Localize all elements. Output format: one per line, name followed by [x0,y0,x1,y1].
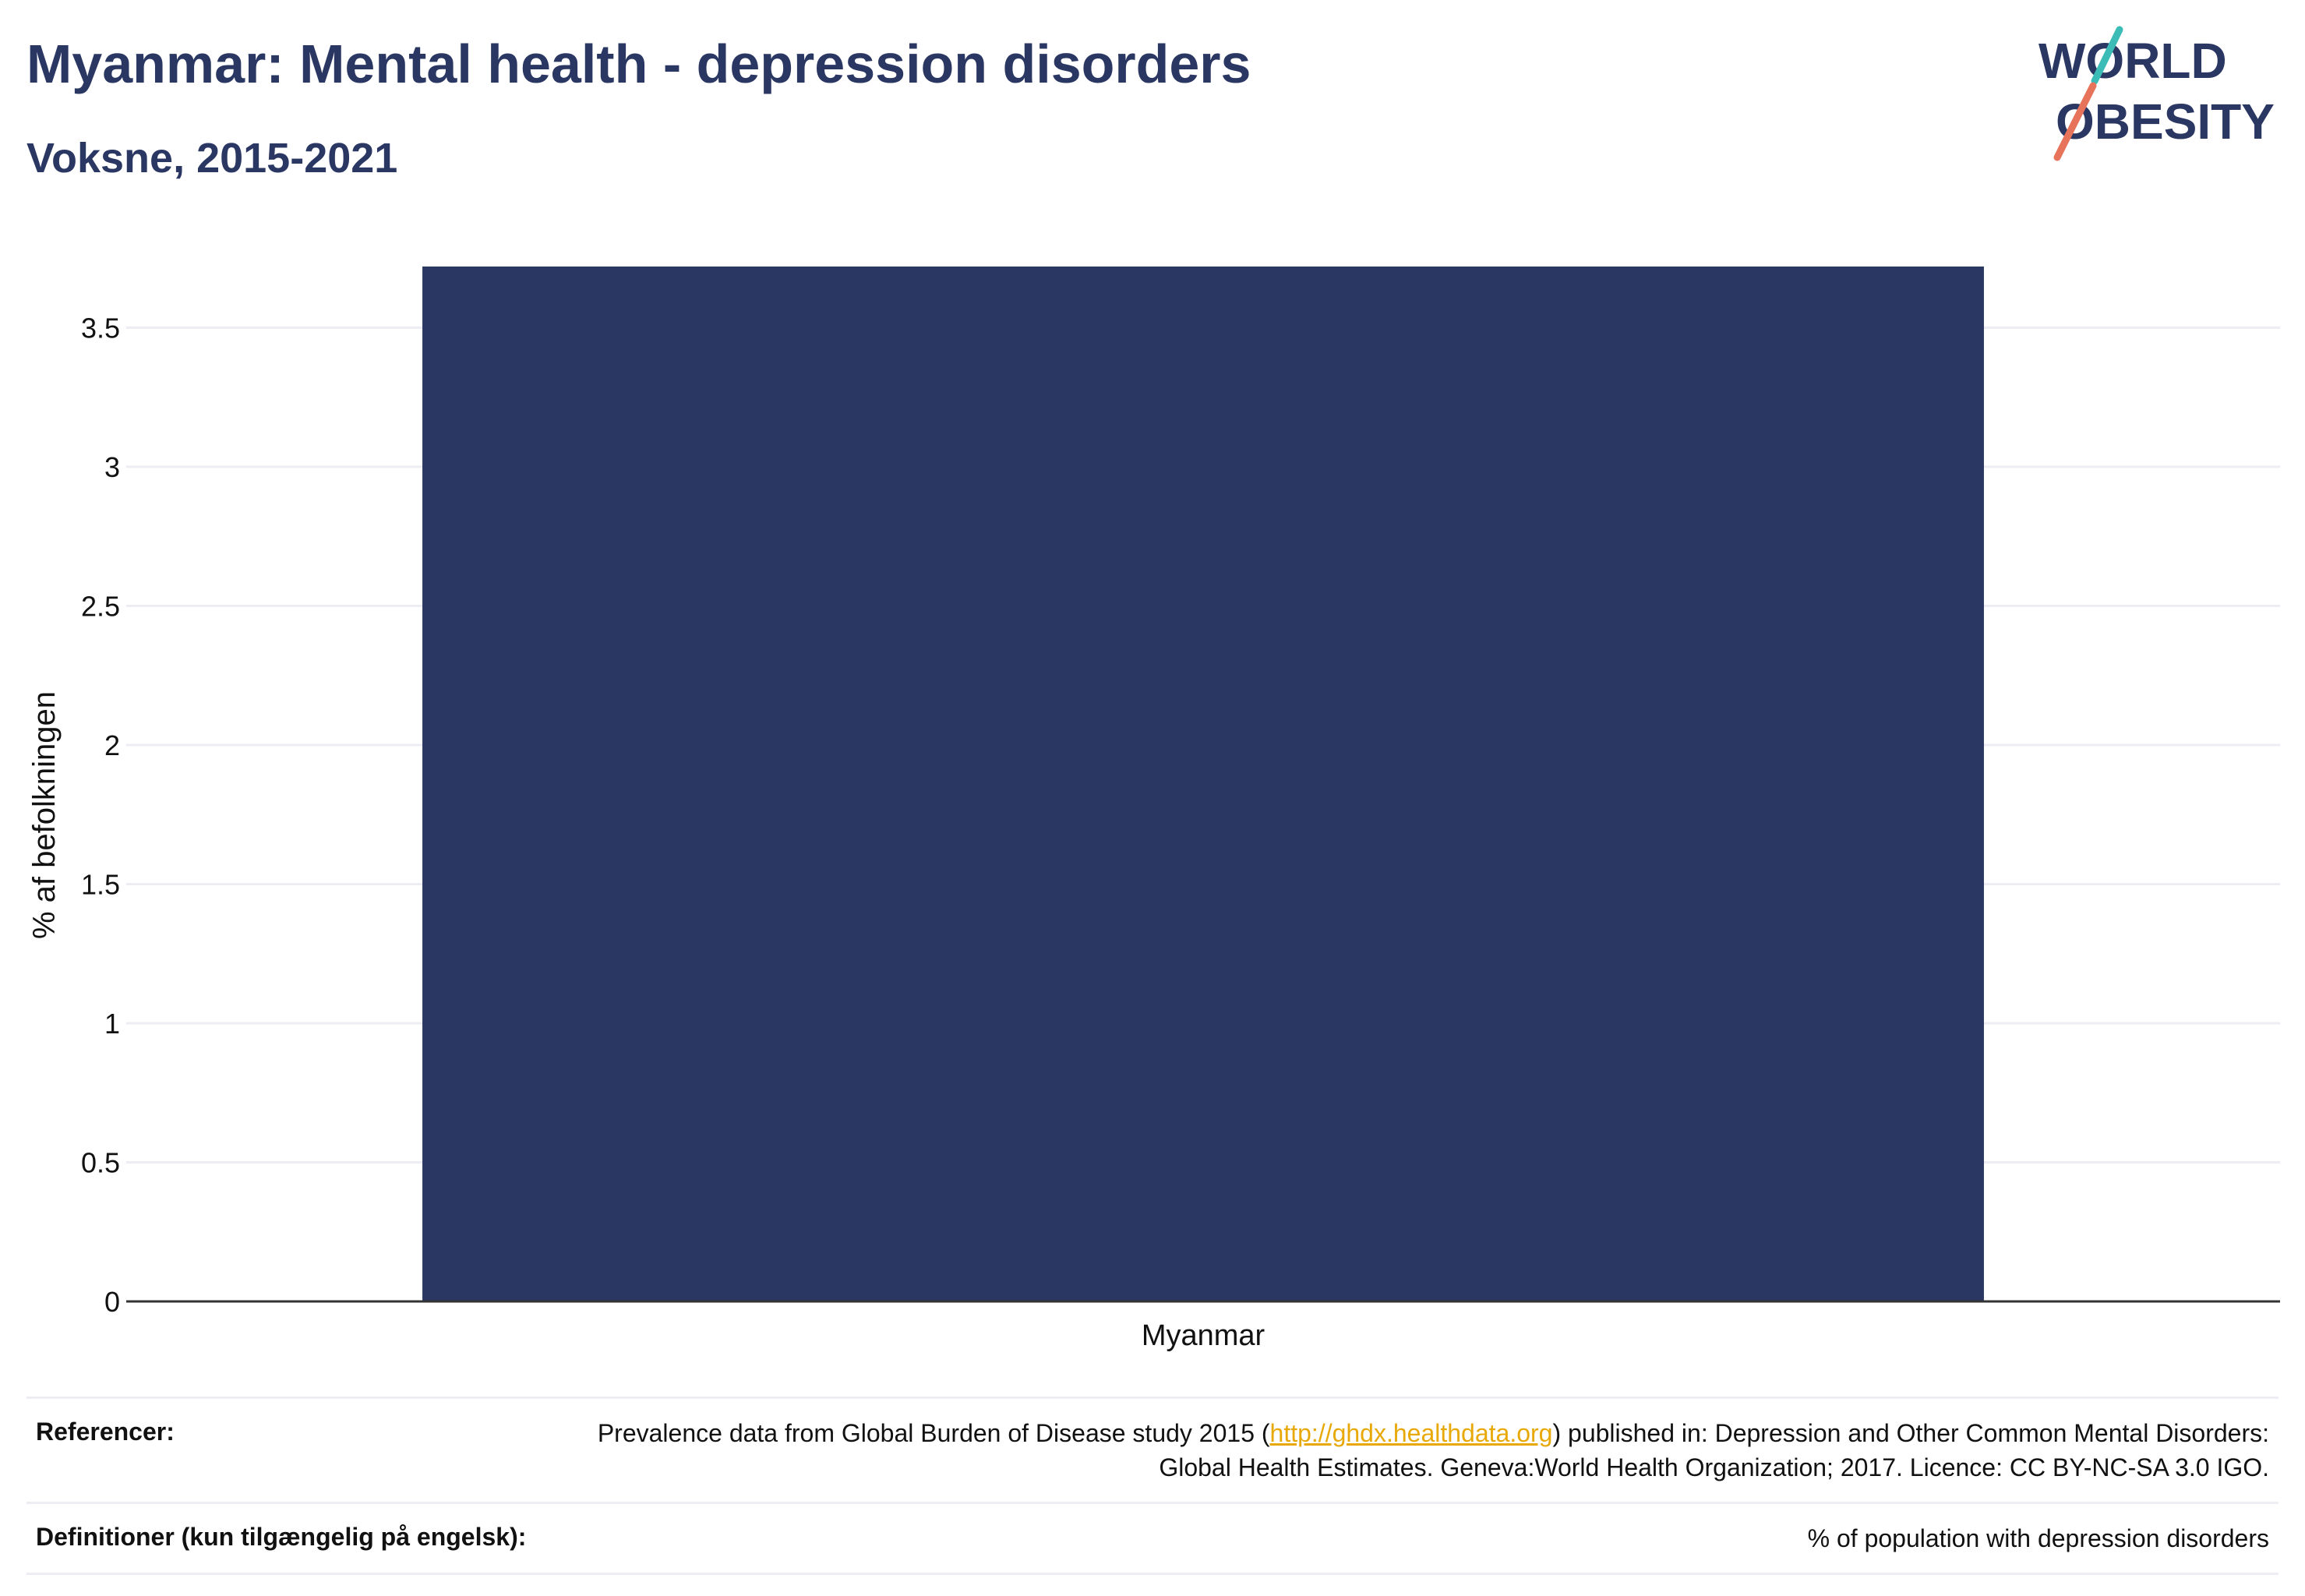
logo-text-world: WORLD [2038,33,2227,89]
y-tick-labels: 0 0.5 1 1.5 2 2.5 3 3.5 [81,312,120,1318]
y-tick-label: 1.5 [81,869,120,901]
definitions-text: % of population with depression disorder… [1807,1524,2269,1552]
world-obesity-logo: WORLD OBESITY [2038,26,2275,161]
y-axis-label: % af befolkningen [27,691,62,939]
references-row: Referencer: Prevalence data from Global … [26,1396,2279,1502]
x-tick-labels: Myanmar [1142,1319,1265,1352]
y-tick-label: 0.5 [81,1147,120,1179]
references-label: Referencer: [36,1418,175,1446]
bars [422,267,1984,1301]
logo-slash-top [2091,26,2123,85]
definitions-row: Definitioner (kun tilgængelig på engelsk… [26,1502,2279,1575]
logo-text-obesity: OBESITY [2056,94,2275,150]
bar-chart: 0 0.5 1 1.5 2 2.5 3 3.5 Myanmar % af befolkning… [27,267,2280,1352]
logo-slash-bottom [2053,82,2097,161]
chart-subtitle: Voksne, 2015-2021 [26,135,398,182]
y-tick-label: 2 [104,729,120,761]
bar-myanmar [422,267,1984,1301]
chart-title: Myanmar: Mental health - depression diso… [26,34,1251,94]
y-tick-label: 2.5 [81,591,120,623]
footer-table: Referencer: Prevalence data from Global … [26,1396,2279,1575]
x-tick-label: Myanmar [1142,1319,1265,1352]
y-tick-label: 3.5 [81,312,120,344]
references-text: Prevalence data from Global Burden of Di… [597,1419,2269,1481]
references-link[interactable]: http://ghdx.healthdata.org [1269,1419,1553,1447]
y-tick-label: 0 [104,1286,120,1318]
definitions-label: Definitioner (kun tilgængelig på engelsk… [36,1523,527,1551]
y-tick-label: 1 [104,1008,120,1040]
y-tick-label: 3 [104,451,120,483]
